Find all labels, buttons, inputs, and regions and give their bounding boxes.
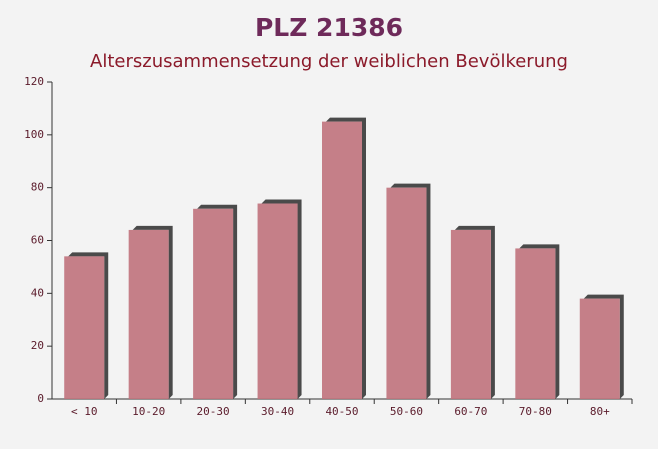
bar — [64, 256, 105, 399]
x-tick-label: 20-30 — [197, 405, 230, 418]
x-tick-label: 80+ — [590, 405, 610, 418]
y-tick-label: 20 — [31, 339, 44, 352]
x-tick-label: 70-80 — [519, 405, 552, 418]
bar — [257, 203, 298, 399]
x-tick-label: 50-60 — [390, 405, 423, 418]
x-tick-label: 60-70 — [454, 405, 487, 418]
x-tick-label: 30-40 — [261, 405, 294, 418]
x-tick-label: < 10 — [71, 405, 98, 418]
x-tick-label: 40-50 — [325, 405, 358, 418]
y-tick-label: 60 — [31, 234, 44, 247]
y-tick-label: 0 — [37, 392, 44, 405]
bar — [579, 298, 620, 399]
bar — [515, 248, 556, 399]
y-tick-label: 40 — [31, 286, 44, 299]
bar — [193, 208, 234, 399]
chart-subtitle: Alterszusammensetzung der weiblichen Bev… — [90, 51, 568, 72]
bar — [450, 229, 491, 399]
y-tick-label: 100 — [24, 128, 44, 141]
x-tick-label: 10-20 — [132, 405, 165, 418]
chart-title: PLZ 21386 — [255, 13, 403, 42]
y-tick-label: 120 — [24, 75, 44, 88]
bar — [386, 187, 427, 399]
y-tick-label: 80 — [31, 181, 44, 194]
bar — [322, 121, 362, 399]
bar — [128, 229, 169, 399]
